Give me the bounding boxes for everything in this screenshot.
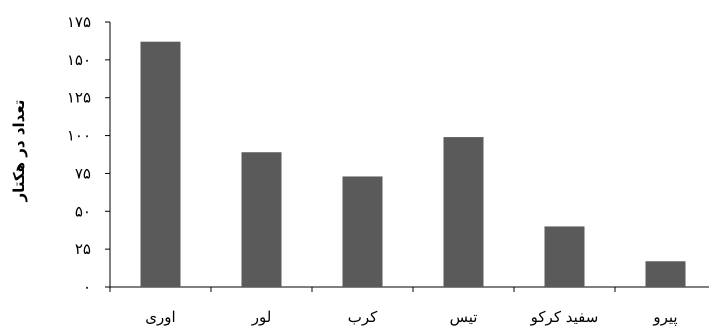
y-tick-label: ۷۵ (75, 164, 91, 182)
category-label: پیرو (652, 308, 677, 326)
category-label: تیس (450, 308, 478, 326)
y-tick-label: ۵۰ (75, 202, 91, 220)
bars (140, 41, 686, 287)
category-label: کرب (348, 308, 378, 326)
y-tick-label: ۱۵۰ (67, 51, 91, 69)
bar (342, 176, 383, 287)
bar (645, 261, 686, 287)
y-tick-label: ۲۵ (75, 240, 91, 258)
bar (241, 152, 282, 287)
bar (544, 226, 585, 287)
y-tick-label: ۱۰۰ (67, 127, 91, 145)
y-tick-label: ۰ (83, 278, 91, 296)
y-tick-label: ۱۲۵ (67, 89, 91, 107)
y-axis-title: تعداد در هکتار (10, 100, 28, 203)
y-tick-label: ۱۷۵ (67, 13, 91, 31)
category-labels: اوری لور کرب تیس سفید کرکو پیرو (145, 308, 677, 326)
category-label: اوری (145, 308, 175, 326)
y-axis: ۰ ۲۵ ۵۰ ۷۵ ۱۰۰ ۱۲۵ ۱۵۰ ۱۷۵ (67, 13, 111, 296)
bar (140, 41, 181, 287)
bar (443, 137, 484, 287)
category-label: لور (251, 308, 272, 326)
x-axis (109, 286, 709, 292)
category-label: سفید کرکو (530, 308, 599, 326)
